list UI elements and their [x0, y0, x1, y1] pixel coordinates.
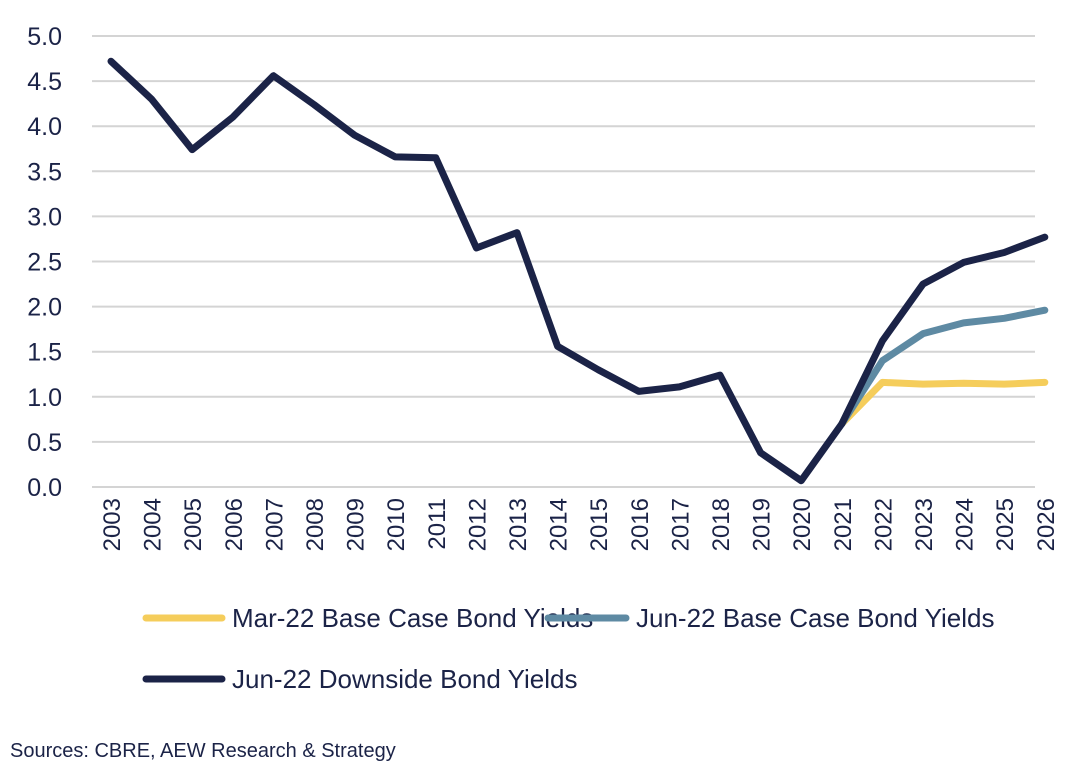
legend-label: Jun-22 Downside Bond Yields [232, 664, 577, 694]
legend: Mar-22 Base Case Bond Yields Jun-22 Base … [142, 603, 994, 694]
source-note: Sources: CBRE, AEW Research & Strategy [10, 740, 396, 762]
legend-label: Jun-22 Base Case Bond Yields [636, 603, 994, 633]
y-tick-label: 3.5 [27, 158, 62, 186]
x-tick-label: 2005 [180, 498, 207, 551]
series-lines [107, 57, 1049, 485]
y-tick-label: 2.0 [27, 294, 62, 322]
y-axis-ticks: 0.0 0.5 1.0 1.5 2.0 2.5 3.0 3.5 4.0 4.5 5.0 [27, 23, 62, 502]
y-tick-label: 4.0 [27, 113, 62, 141]
x-tick-label: 2026 [1033, 498, 1060, 551]
x-tick-label: 2008 [302, 498, 329, 551]
x-tick-label: 2016 [627, 498, 654, 551]
x-tick-label: 2007 [261, 498, 288, 551]
x-tick-label: 2011 [424, 498, 451, 550]
x-tick-label: 2004 [140, 498, 167, 551]
gridlines [92, 35, 1035, 488]
y-tick-label: 0.5 [27, 429, 62, 457]
x-tick-label: 2012 [464, 498, 491, 551]
x-tick-label: 2020 [789, 498, 816, 551]
x-tick-label: 2017 [667, 498, 694, 551]
x-tick-label: 2010 [383, 498, 410, 551]
x-tick-label: 2024 [952, 498, 979, 551]
x-tick-label: 2006 [221, 498, 248, 551]
y-tick-label: 1.5 [27, 339, 62, 367]
x-tick-label: 2022 [870, 498, 897, 551]
y-tick-label: 5.0 [27, 23, 62, 51]
y-tick-label: 4.5 [27, 68, 62, 96]
x-tick-label: 2015 [586, 498, 613, 551]
x-tick-label: 2018 [708, 498, 735, 551]
y-tick-label: 3.0 [27, 203, 62, 231]
series-line-0 [838, 378, 1049, 428]
legend-label: Mar-22 Base Case Bond Yields [232, 603, 593, 633]
x-tick-label: 2014 [546, 498, 573, 551]
y-tick-label: 1.0 [27, 384, 62, 412]
series-line-1 [838, 306, 1049, 428]
x-axis-ticks: 2003 2004 2005 2006 2007 2008 2009 2010 2011 2012… [99, 498, 1060, 551]
x-tick-label: 2021 [830, 498, 857, 551]
y-tick-label: 2.5 [27, 249, 62, 277]
x-tick-label: 2025 [992, 498, 1019, 551]
x-tick-label: 2013 [505, 498, 532, 551]
x-tick-label: 2003 [99, 498, 126, 551]
x-tick-label: 2009 [343, 498, 370, 551]
x-tick-label: 2019 [749, 498, 776, 551]
y-tick-label: 0.0 [27, 474, 62, 502]
series-line-2 [107, 57, 1049, 485]
x-tick-label: 2023 [911, 498, 938, 551]
